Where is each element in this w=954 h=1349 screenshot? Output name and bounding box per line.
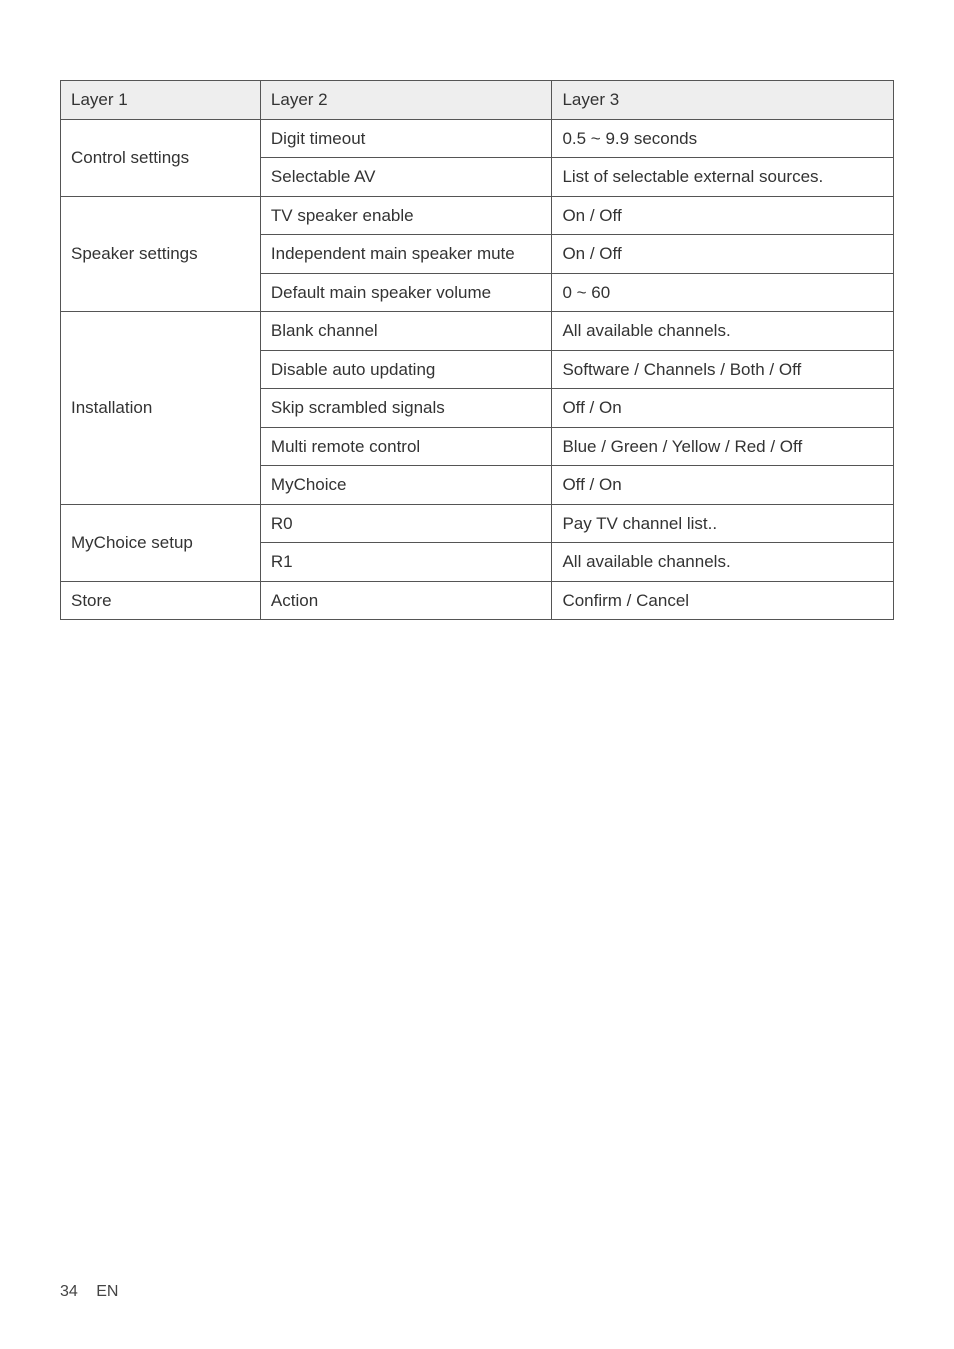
language-code: EN xyxy=(96,1283,118,1300)
table-row: Speaker settings TV speaker enable On / … xyxy=(61,196,894,235)
cell-layer2: Independent main speaker mute xyxy=(260,235,552,274)
col-header-layer3: Layer 3 xyxy=(552,81,894,120)
cell-layer3: On / Off xyxy=(552,196,894,235)
cell-layer2: R0 xyxy=(260,504,552,543)
cell-layer1: Control settings xyxy=(61,119,261,196)
cell-layer3: Software / Channels / Both / Off xyxy=(552,350,894,389)
table-row: Installation Blank channel All available… xyxy=(61,312,894,351)
cell-layer3: List of selectable external sources. xyxy=(552,158,894,197)
table-row: Control settings Digit timeout 0.5 ~ 9.9… xyxy=(61,119,894,158)
cell-layer3: All available channels. xyxy=(552,543,894,582)
cell-layer1: Installation xyxy=(61,312,261,505)
cell-layer3: 0 ~ 60 xyxy=(552,273,894,312)
page-number: 34 xyxy=(60,1283,78,1300)
table-header: Layer 1 Layer 2 Layer 3 xyxy=(61,81,894,120)
cell-layer2: Skip scrambled signals xyxy=(260,389,552,428)
settings-table: Layer 1 Layer 2 Layer 3 Control settings… xyxy=(60,80,894,620)
cell-layer1: MyChoice setup xyxy=(61,504,261,581)
cell-layer1: Speaker settings xyxy=(61,196,261,312)
cell-layer2: R1 xyxy=(260,543,552,582)
cell-layer2: Default main speaker volume xyxy=(260,273,552,312)
cell-layer2: TV speaker enable xyxy=(260,196,552,235)
cell-layer3: Blue / Green / Yellow / Red / Off xyxy=(552,427,894,466)
cell-layer2: Disable auto updating xyxy=(260,350,552,389)
cell-layer3: All available channels. xyxy=(552,312,894,351)
table-body: Control settings Digit timeout 0.5 ~ 9.9… xyxy=(61,119,894,620)
cell-layer3: Pay TV channel list.. xyxy=(552,504,894,543)
cell-layer3: 0.5 ~ 9.9 seconds xyxy=(552,119,894,158)
cell-layer2: Multi remote control xyxy=(260,427,552,466)
cell-layer2: Digit timeout xyxy=(260,119,552,158)
table-row: Store Action Confirm / Cancel xyxy=(61,581,894,620)
cell-layer3: Off / On xyxy=(552,389,894,428)
cell-layer3: On / Off xyxy=(552,235,894,274)
col-header-layer2: Layer 2 xyxy=(260,81,552,120)
cell-layer1: Store xyxy=(61,581,261,620)
col-header-layer1: Layer 1 xyxy=(61,81,261,120)
page-footer: 34 EN xyxy=(60,1283,118,1301)
cell-layer2: Action xyxy=(260,581,552,620)
cell-layer2: Blank channel xyxy=(260,312,552,351)
cell-layer2: Selectable AV xyxy=(260,158,552,197)
cell-layer3: Confirm / Cancel xyxy=(552,581,894,620)
cell-layer2: MyChoice xyxy=(260,466,552,505)
table-row: MyChoice setup R0 Pay TV channel list.. xyxy=(61,504,894,543)
cell-layer3: Off / On xyxy=(552,466,894,505)
